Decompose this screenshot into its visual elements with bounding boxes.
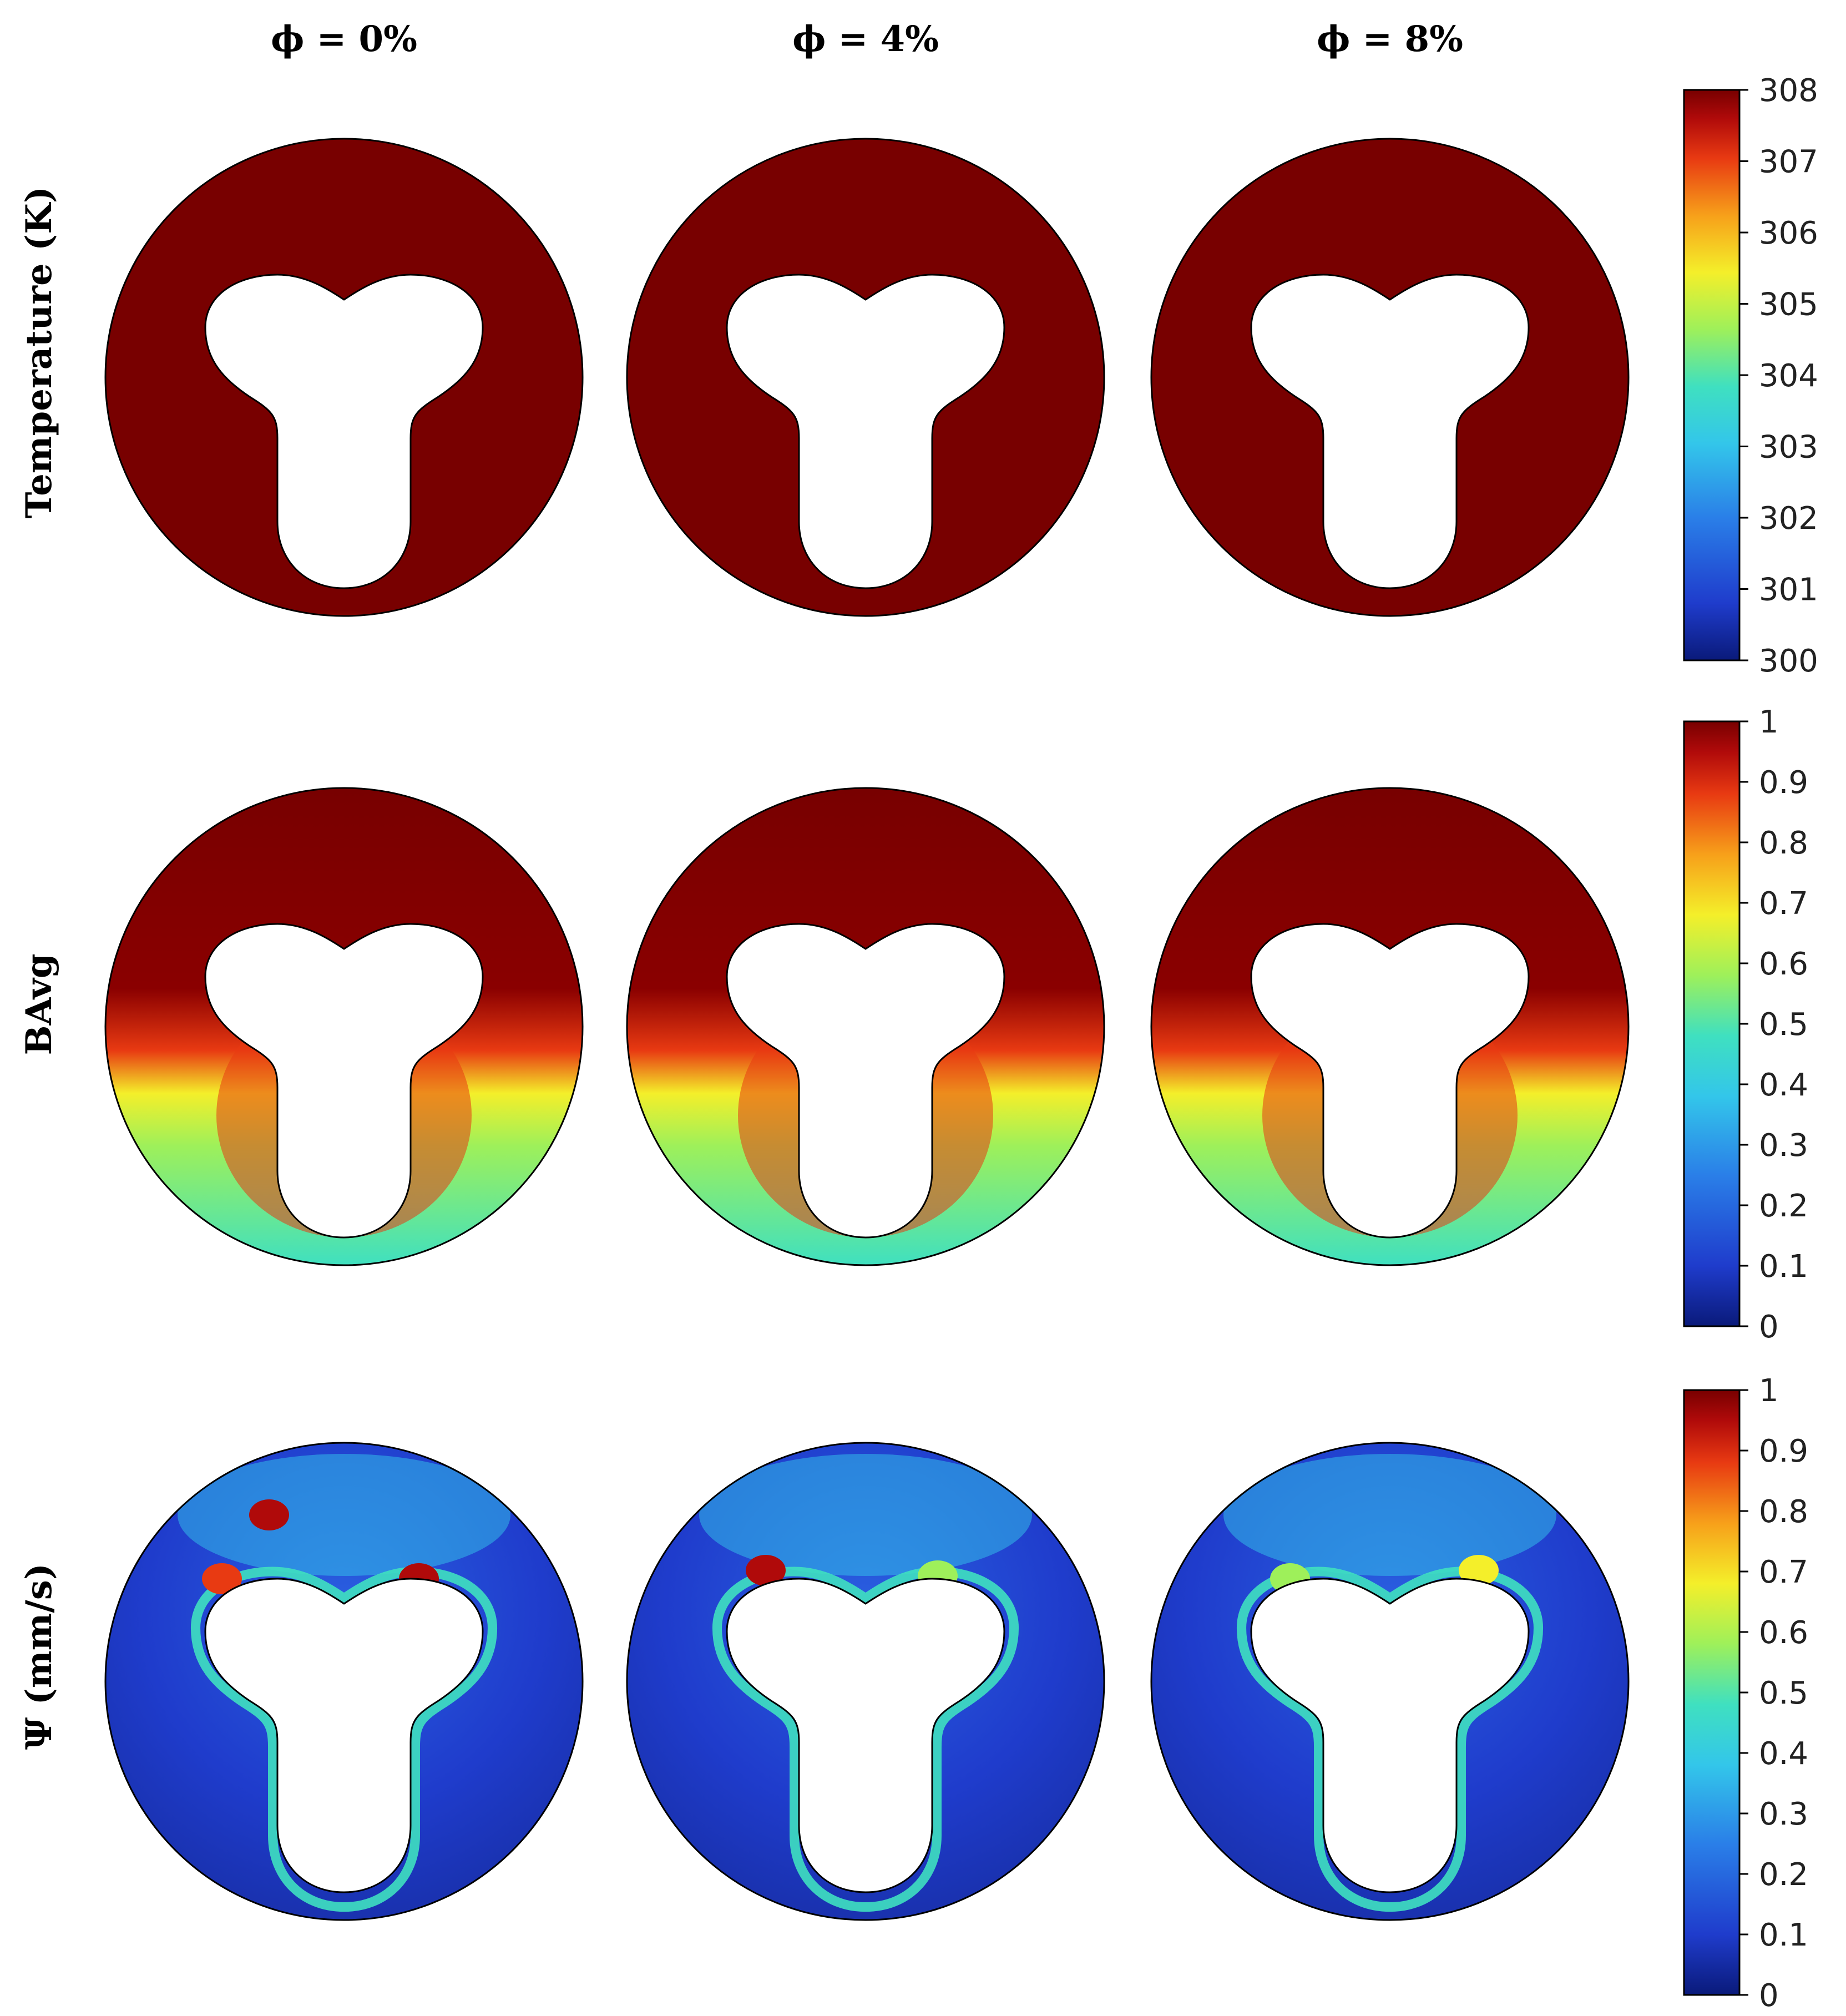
colorbar-tick-label: 1: [1759, 704, 1779, 740]
contour-plot-r2-c0: [104, 1442, 584, 1921]
contour-plot-r2-c1: [626, 1442, 1105, 1921]
colorbar-tick-label: 0.6: [1759, 946, 1808, 982]
colorbar-tick-label: 308: [1759, 73, 1818, 109]
colorbar-gradient: [1683, 89, 1741, 661]
colorbar-tick-label: 0.6: [1759, 1615, 1808, 1651]
cold-region: [105, 422, 583, 616]
velocity-hotspot: [746, 1555, 786, 1586]
domain-boundary: [104, 787, 584, 1266]
domain-boundary: [626, 1442, 1105, 1921]
colorbar-tick-label: 0: [1759, 1978, 1779, 2014]
contour-plot-r1-c1: [626, 787, 1105, 1266]
colorbar-1: 1 0.9 0.8 0.7 0.6 0.5 0.4 0.3 0.2 0.1 0: [1683, 704, 1808, 1345]
colorbar-tick-label: 300: [1759, 643, 1818, 679]
domain-boundary: [1150, 787, 1630, 1266]
colorbar-tick-label: 305: [1759, 287, 1818, 323]
flow-band: [699, 1454, 1032, 1576]
colorbar-tick-label: 0.8: [1759, 825, 1808, 861]
contour-plot-r2-c2: [1150, 1442, 1630, 1921]
colorbar-tick-label: 1: [1759, 1373, 1779, 1409]
colorbar-tick-label: 0.7: [1759, 1554, 1808, 1590]
contour-plot-r0-c1: [626, 138, 1105, 617]
colorbar-tick-label: 303: [1759, 430, 1818, 466]
colorbar-tick-label: 0.5: [1759, 1007, 1808, 1043]
colorbar-0: 308 307 306 305 304 303 302 301 300: [1683, 73, 1818, 679]
colorbar-tick-label: 0.8: [1759, 1494, 1808, 1530]
colorbar-tick-label: 0.2: [1759, 1857, 1808, 1893]
colorbar-tick-label: 0.7: [1759, 886, 1808, 922]
domain-boundary: [104, 1442, 584, 1921]
colorbar-tick-label: 302: [1759, 501, 1818, 537]
flow-band: [178, 1454, 510, 1576]
colorbar-gradient: [1683, 1389, 1741, 1996]
domain-boundary: [104, 138, 584, 617]
domain-boundary: [1150, 1442, 1630, 1921]
row-label-psi: Ψ (mm/s): [18, 1563, 60, 1750]
colorbar-tick-label: 0.2: [1759, 1188, 1808, 1224]
colorbar-2: 1 0.9 0.8 0.7 0.6 0.5 0.4 0.3 0.2 0.1 0: [1683, 1373, 1808, 2014]
domain-boundary: [1150, 138, 1630, 617]
contour-plot-r0-c0: [104, 138, 584, 617]
contour-plots: [104, 138, 1630, 1921]
colorbar-gradient: [1683, 720, 1741, 1327]
colorbar-tick-label: 0.9: [1759, 765, 1808, 801]
velocity-hotspot: [1459, 1555, 1499, 1586]
colorbar-tick-label: 307: [1759, 144, 1818, 180]
colorbars: 308 307 306 305 304 303 302 301 300 1 0.9 0.8 0.7 0.6…: [1683, 73, 1818, 2014]
colorbar-tick-label: 0.4: [1759, 1067, 1808, 1103]
colorbar-tick-label: 0.4: [1759, 1736, 1808, 1772]
contour-plot-r1-c2: [1150, 787, 1630, 1266]
colorbar-tick-label: 0.3: [1759, 1128, 1808, 1164]
cold-region: [1151, 433, 1628, 616]
colorbar-tick-label: 0.1: [1759, 1917, 1808, 1953]
colorbar-tick-label: 0.9: [1759, 1433, 1808, 1469]
contour-plot-r1-c0: [104, 787, 584, 1266]
velocity-hotspot: [202, 1563, 242, 1594]
colorbar-tick-label: 306: [1759, 215, 1818, 251]
row-label-bavg: BAvg: [18, 953, 60, 1055]
domain-boundary: [626, 787, 1105, 1266]
colorbar-tick-label: 0.1: [1759, 1249, 1808, 1285]
colorbar-tick-label: 301: [1759, 572, 1818, 608]
colorbar-tick-label: 0.3: [1759, 1796, 1808, 1832]
colorbar-tick-label: 0.5: [1759, 1675, 1808, 1711]
column-title-phi-0: ϕ = 0%: [271, 18, 417, 60]
column-title-phi-4: ϕ = 4%: [792, 18, 939, 60]
column-title-phi-8: ϕ = 8%: [1317, 18, 1463, 60]
cold-region: [627, 428, 1104, 616]
flow-band: [1223, 1454, 1556, 1576]
velocity-hotspot: [249, 1499, 289, 1530]
row-label-temperature: Temperature (K): [18, 186, 60, 518]
contour-plot-r0-c2: [1150, 138, 1630, 617]
domain-boundary: [626, 138, 1105, 617]
colorbar-tick-label: 0: [1759, 1309, 1779, 1345]
colorbar-tick-label: 304: [1759, 358, 1818, 394]
